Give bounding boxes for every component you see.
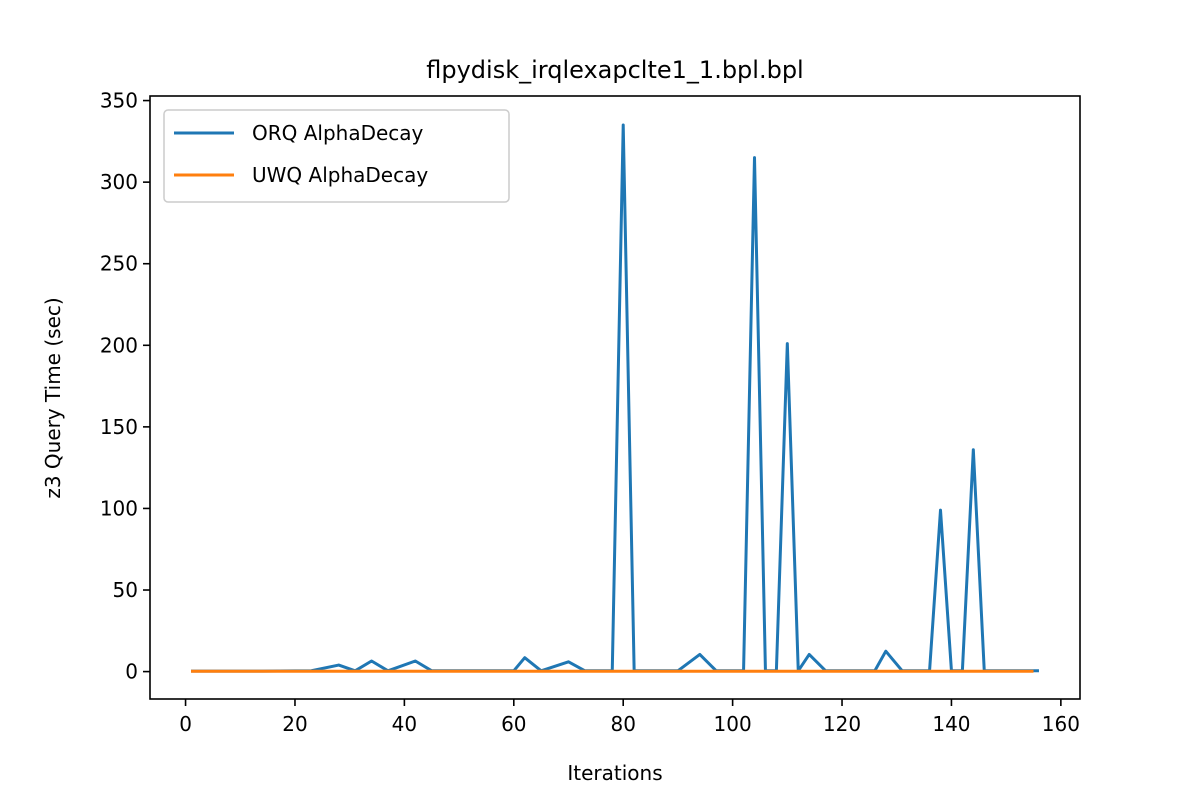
y-tick-label: 0 [125,660,138,684]
legend-label: UWQ AlphaDecay [252,163,428,187]
y-tick-label: 50 [113,578,138,602]
x-tick-label: 0 [179,712,192,736]
x-axis-title: Iterations [567,761,662,785]
x-tick-label: 60 [501,712,526,736]
y-tick-label: 300 [100,170,138,194]
y-tick-label: 150 [100,415,138,439]
legend-label: ORQ AlphaDecay [252,121,424,145]
x-tick-label: 160 [1042,712,1080,736]
x-tick-label: 40 [392,712,417,736]
y-tick-label: 200 [100,333,138,357]
y-axis-title: z3 Query Time (sec) [41,297,65,498]
series-layer [191,123,1039,673]
axis-ticks: 0 20 40 60 80 100 120 140 160 0 50 100 150 200 250 300 3… [100,89,1080,736]
y-tick-label: 100 [100,496,138,520]
x-tick-label: 80 [610,712,635,736]
x-tick-label: 100 [714,712,752,736]
x-tick-label: 120 [823,712,861,736]
x-tick-label: 140 [932,712,970,736]
chart-title: flpydisk_irqlexapclte1_1.bpl.bpl [426,56,803,84]
y-tick-label: 350 [100,89,138,113]
legend: ORQ AlphaDecay UWQ AlphaDecay [163,109,510,203]
plot-frame [149,95,1081,700]
y-tick-label: 250 [100,252,138,276]
x-tick-label: 20 [282,712,307,736]
legend-box [163,109,510,203]
